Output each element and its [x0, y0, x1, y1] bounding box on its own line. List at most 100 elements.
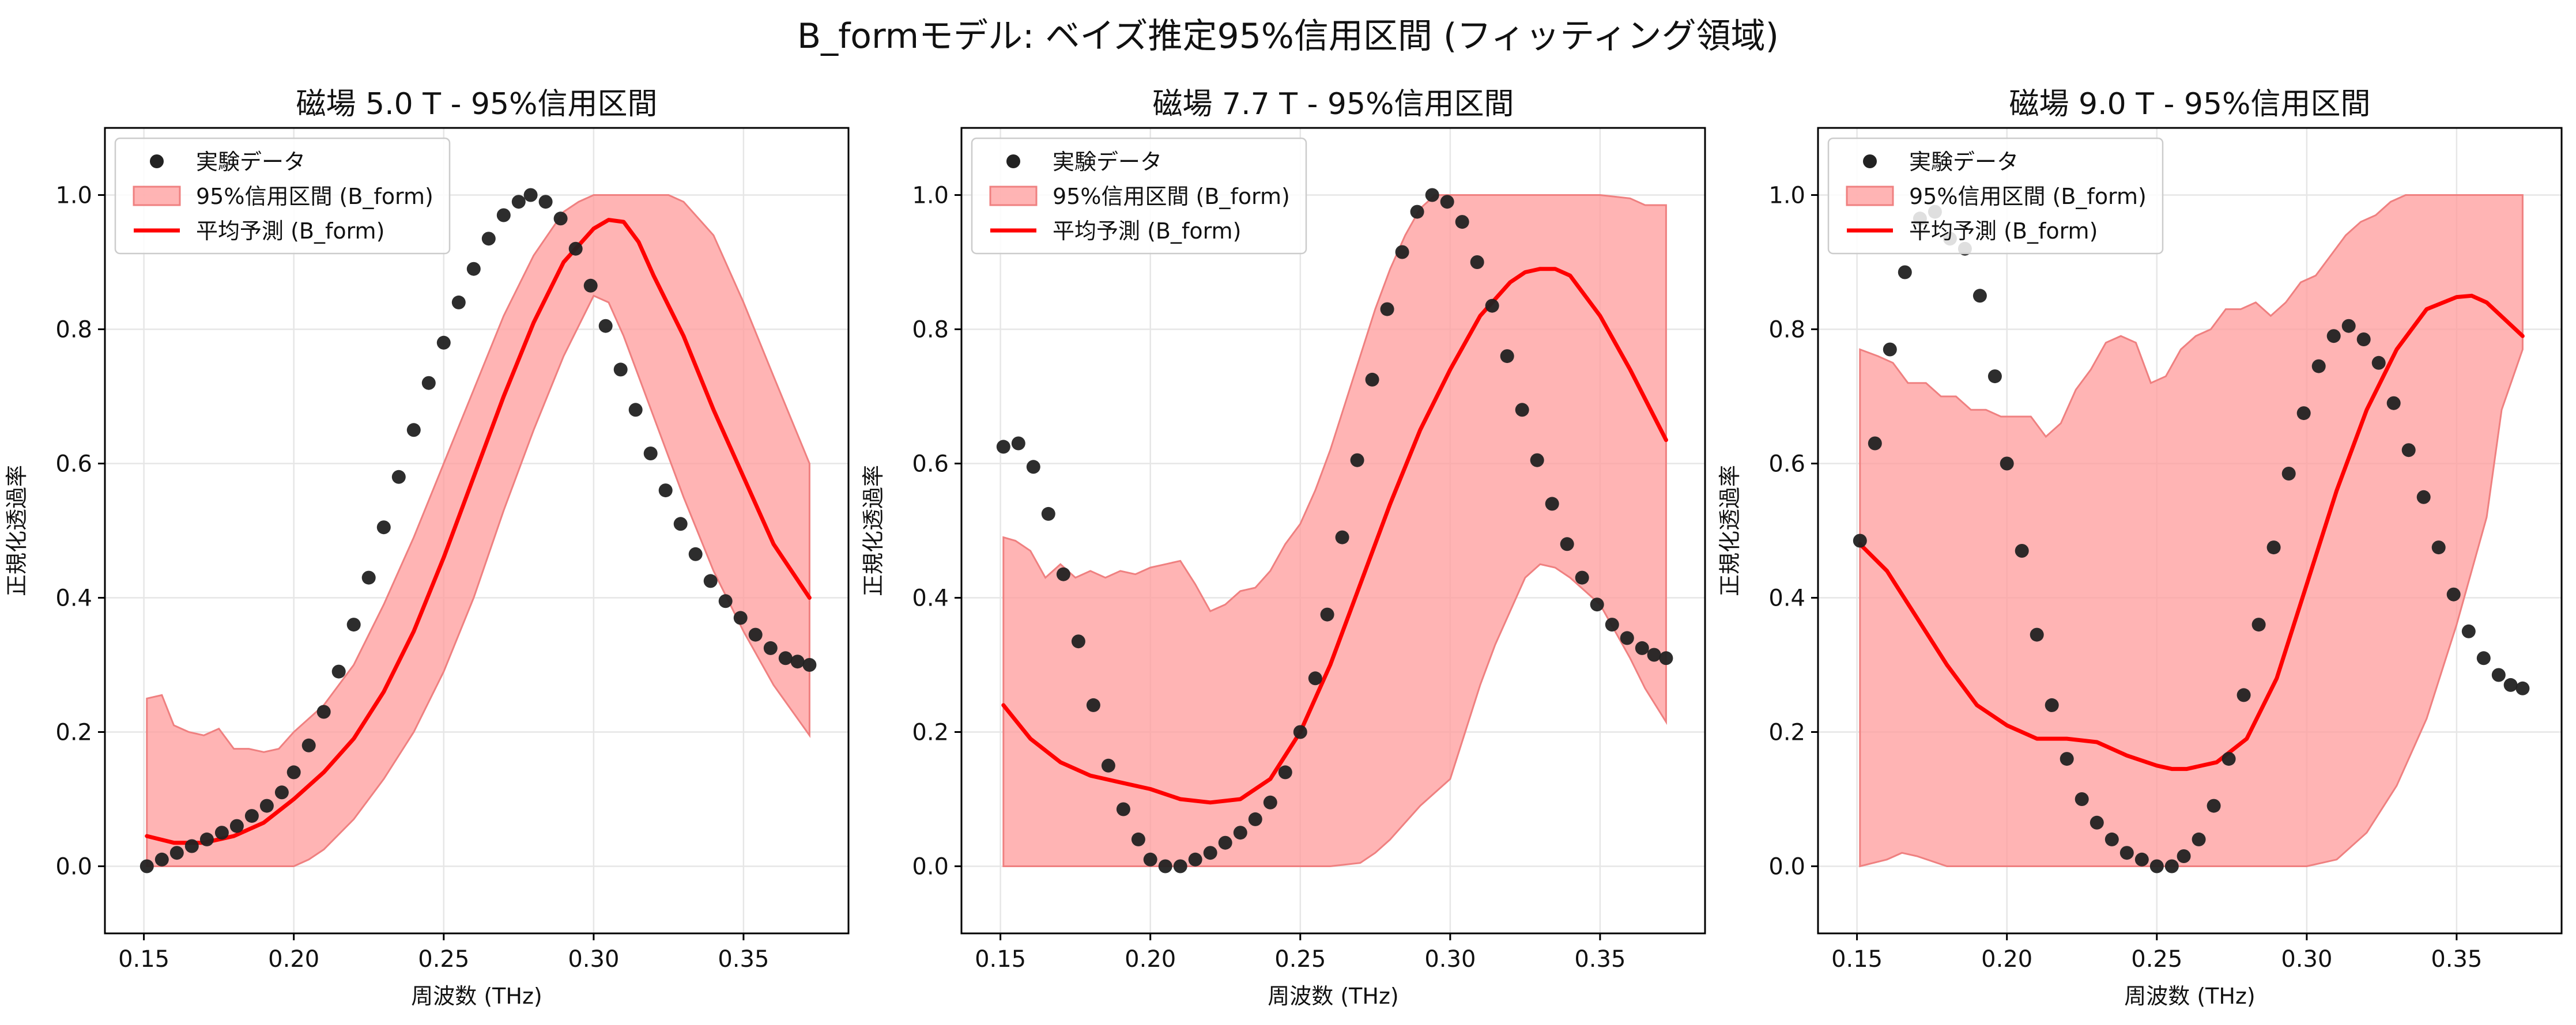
data-point	[1987, 369, 2002, 384]
y-tick-label: 0.0	[912, 854, 949, 880]
y-tick-label: 1.0	[55, 183, 92, 209]
data-point	[511, 195, 526, 209]
data-point	[2164, 859, 2179, 873]
data-point	[1173, 859, 1187, 873]
legend-label: 95%信用区間 (B_form)	[1909, 184, 2147, 209]
data-point	[1972, 289, 1987, 303]
data-point	[2416, 490, 2431, 504]
data-point	[214, 826, 229, 840]
data-point	[1320, 607, 1334, 622]
data-point	[748, 627, 763, 642]
legend-label: 平均予測 (B_form)	[1053, 218, 1241, 244]
data-point	[2296, 406, 2311, 421]
data-point	[274, 785, 289, 800]
legend-label: 実験データ	[1053, 149, 1162, 175]
data-point	[763, 641, 778, 655]
figure-title: B_formモデル: ベイズ推定95%信用区間 (フィッティング領域)	[797, 16, 1779, 56]
y-tick-label: 0.4	[1768, 585, 1805, 612]
data-point	[583, 278, 598, 293]
y-tick-label: 0.2	[912, 720, 949, 746]
y-tick-label: 0.8	[1768, 317, 1805, 343]
data-point	[361, 570, 376, 585]
subplot-7-7T: 0.15 0.20 0.25 0.30 0.35 0.0 0.2 0.4 0.6 0.8 1.0 磁場…	[861, 87, 1706, 1009]
data-point	[316, 705, 331, 719]
legend: 実験データ 95%信用区間 (B_form) 平均予測 (B_form)	[1827, 137, 2164, 255]
data-point	[790, 655, 805, 669]
x-tick-label: 0.20	[1981, 946, 2032, 973]
data-point	[2015, 544, 2029, 558]
mean-line	[145, 218, 812, 845]
data-point	[1395, 245, 1409, 259]
y-tick-label: 1.0	[912, 183, 949, 209]
legend: 実験データ 95%信用区間 (B_form) 平均予測 (B_form)	[971, 137, 1307, 255]
y-tick-label: 0.6	[1768, 451, 1805, 478]
data-point	[1635, 641, 1649, 655]
data-point	[1011, 436, 1025, 451]
data-point	[139, 859, 154, 873]
data-point	[199, 832, 214, 846]
data-point	[2119, 846, 2134, 860]
data-point	[1350, 453, 1364, 467]
legend-label: 95%信用区間 (B_form)	[196, 184, 433, 209]
data-point	[331, 664, 346, 679]
data-point	[1101, 758, 1115, 773]
legend-label: 実験データ	[196, 149, 306, 175]
data-point	[2431, 540, 2446, 555]
legend-box	[114, 137, 451, 255]
x-tick-label: 0.15	[118, 946, 169, 973]
data-point	[451, 295, 466, 309]
ticks: 0.15 0.20 0.25 0.30 0.35 0.0 0.2 0.4 0.6 0.8 1.0	[912, 183, 1625, 973]
data-point	[688, 547, 703, 561]
legend: 実験データ 95%信用区間 (B_form) 平均予測 (B_form)	[114, 137, 451, 255]
y-tick-label: 0.0	[1768, 854, 1805, 880]
data-point	[1898, 265, 1912, 279]
data-point	[2090, 815, 2104, 830]
legend-point-marker	[150, 154, 164, 168]
subplot-title: 磁場 5.0 T - 95%信用区間	[296, 87, 658, 122]
legend-label: 実験データ	[1909, 149, 2019, 175]
data-point	[346, 618, 361, 632]
data-point	[673, 517, 688, 531]
data-point	[1485, 298, 1499, 313]
data-point	[1308, 671, 1322, 686]
data-point	[2461, 624, 2476, 638]
x-tick-label: 0.35	[718, 946, 769, 973]
data-point	[1853, 534, 1867, 548]
data-point	[2149, 859, 2164, 873]
data-point	[1605, 618, 1619, 632]
y-tick-label: 0.2	[55, 720, 92, 746]
data-point	[1647, 648, 1661, 662]
x-tick-label: 0.25	[418, 946, 469, 973]
legend-box	[971, 137, 1307, 255]
data-point	[1365, 372, 1379, 387]
legend-band-marker	[133, 186, 181, 206]
data-point	[1248, 812, 1262, 826]
data-point	[1470, 255, 1484, 269]
data-point	[1203, 846, 1217, 860]
data-point	[1086, 698, 1100, 712]
data-point	[1233, 826, 1247, 840]
data-point	[2075, 792, 2089, 806]
y-tick-label: 0.6	[912, 451, 949, 478]
data-point	[2491, 668, 2506, 682]
data-point	[466, 262, 481, 276]
data-point	[1041, 506, 1055, 521]
y-tick-label: 0.0	[55, 854, 92, 880]
y-tick-label: 0.2	[1768, 720, 1805, 746]
data-point	[1545, 497, 1559, 511]
x-tick-label: 0.30	[568, 946, 619, 973]
y-axis-label: 正規化透過率	[1717, 465, 1743, 596]
legend-label: 95%信用区間 (B_form)	[1053, 184, 1290, 209]
data-point	[1883, 342, 1897, 357]
data-point	[1500, 349, 1514, 364]
data-point	[2311, 359, 2326, 373]
data-point	[1410, 205, 1424, 219]
data-point	[301, 738, 316, 752]
data-point	[1293, 725, 1307, 739]
data-point	[1263, 795, 1277, 810]
y-tick-label: 0.4	[912, 585, 949, 612]
data-point	[2060, 752, 2074, 766]
data-point	[2476, 651, 2491, 665]
credible-band	[146, 194, 810, 867]
data-point	[391, 470, 406, 484]
